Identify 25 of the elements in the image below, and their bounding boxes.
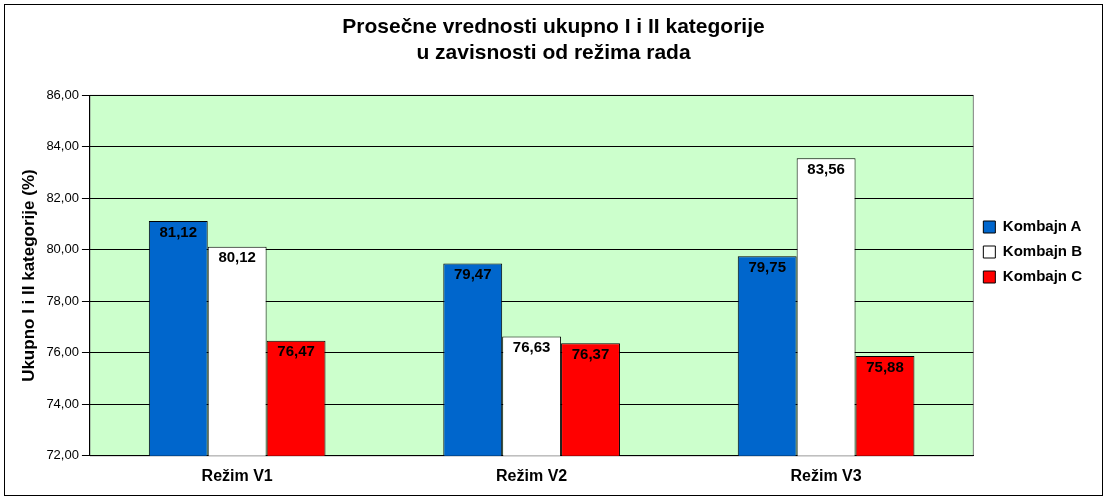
data-label: 80,12 <box>218 248 256 266</box>
y-tick-label: 78,00 <box>46 292 79 308</box>
data-label: 75,88 <box>866 357 904 375</box>
data-label: 76,37 <box>571 344 610 362</box>
y-axis-title: Ukupno I i II kategorije (%) <box>18 169 38 382</box>
x-tick-label: Režim V1 <box>201 466 273 484</box>
x-tick-label: Režim V3 <box>790 466 862 484</box>
data-label: 79,75 <box>748 257 786 275</box>
y-tick-label: 76,00 <box>46 344 79 360</box>
chart-title: Prosečne vrednosti ukupno I i II kategorije u zavisnosti od režima rada <box>342 14 765 63</box>
y-tick-label: 82,00 <box>46 189 79 205</box>
legend-label: Kombajn A <box>1002 217 1082 235</box>
y-tick-label: 80,00 <box>46 241 79 257</box>
y-tick-label: 74,00 <box>46 395 79 411</box>
data-label: 76,47 <box>277 342 315 360</box>
y-tick-label: 72,00 <box>46 447 79 463</box>
x-tick-label: Režim V2 <box>496 466 568 484</box>
data-label: 76,63 <box>512 338 551 356</box>
data-label: 83,56 <box>807 159 845 177</box>
data-label: 81,12 <box>159 222 198 240</box>
legend-label: Kombajn C <box>1002 267 1083 285</box>
legend-label: Kombajn B <box>1002 242 1083 260</box>
y-tick-label: 86,00 <box>46 86 79 102</box>
y-tick-label: 84,00 <box>46 138 79 154</box>
data-label: 79,47 <box>453 265 492 283</box>
